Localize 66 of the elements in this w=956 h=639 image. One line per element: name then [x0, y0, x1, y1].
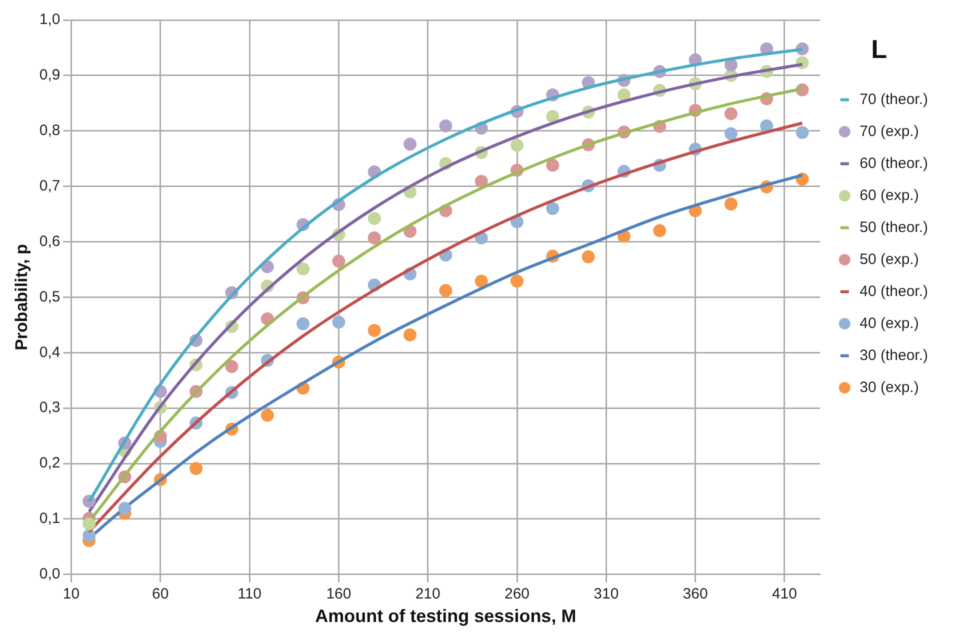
- point: [82, 517, 96, 530]
- point: [296, 317, 310, 330]
- point: [724, 107, 738, 120]
- y-tick-label: 0,6: [39, 232, 60, 250]
- point: [724, 58, 738, 72]
- x-axis-title: Amount of testing sessions, M: [315, 606, 576, 626]
- y-tick-label: 0,0: [39, 566, 60, 583]
- x-tick-label: 210: [415, 586, 440, 603]
- point: [617, 88, 630, 102]
- point: [653, 224, 666, 238]
- x-tick-label: 360: [682, 586, 708, 603]
- point: [82, 529, 96, 542]
- point: [760, 119, 774, 132]
- point: [368, 324, 381, 337]
- y-tick-label: 0,2: [39, 454, 60, 472]
- x-tick-label: 10: [62, 586, 80, 603]
- legend-title: L: [871, 34, 888, 64]
- point: [368, 231, 381, 244]
- x-tick-label: 110: [238, 586, 262, 603]
- point: [118, 502, 132, 515]
- point: [546, 110, 560, 123]
- legend-label: 40 (theor.): [860, 282, 928, 300]
- legend-label: 50 (exp.): [860, 250, 919, 268]
- point: [439, 284, 452, 298]
- legend-label: 60 (exp.): [860, 186, 919, 204]
- legend-label: 30 (theor.): [860, 346, 928, 364]
- y-tick-label: 0,4: [39, 344, 60, 361]
- legend-label: 30 (exp.): [860, 378, 919, 396]
- y-tick-label: 0,1: [39, 510, 60, 528]
- legend-label: 50 (theor.): [860, 218, 928, 236]
- point: [368, 212, 381, 225]
- point: [546, 202, 560, 215]
- point: [296, 262, 310, 276]
- x-tick-label: 160: [326, 586, 352, 603]
- y-tick-label: 0,9: [39, 66, 60, 84]
- x-tick-label: 310: [594, 586, 619, 603]
- point: [332, 254, 346, 268]
- point: [474, 174, 488, 188]
- x-tick-label: 410: [772, 586, 797, 603]
- y-tick-label: 1,0: [39, 11, 60, 28]
- legend-label: 70 (exp.): [860, 122, 919, 140]
- y-tick-label: 0,8: [39, 122, 60, 140]
- point: [332, 316, 346, 329]
- legend-label: 60 (theor.): [860, 154, 928, 172]
- point: [439, 119, 452, 132]
- point: [225, 360, 238, 373]
- x-tick-label: 60: [152, 586, 169, 603]
- point: [190, 462, 203, 476]
- point: [404, 138, 417, 151]
- point: [796, 126, 809, 140]
- y-tick-label: 0,7: [39, 177, 60, 194]
- point: [582, 250, 595, 264]
- point: [724, 127, 738, 140]
- point: [474, 274, 488, 288]
- y-tick-label: 0,5: [39, 288, 60, 306]
- legend-label: 70 (theor.): [860, 90, 928, 108]
- x-tick-label: 260: [504, 586, 530, 603]
- y-tick-label: 0,3: [39, 399, 60, 416]
- point: [260, 408, 274, 422]
- point: [724, 198, 738, 211]
- point: [404, 328, 417, 342]
- point: [510, 274, 524, 288]
- y-axis-title: Probability, p: [12, 244, 31, 350]
- point: [510, 138, 524, 152]
- point: [546, 158, 560, 172]
- legend-label: 40 (exp.): [860, 314, 919, 332]
